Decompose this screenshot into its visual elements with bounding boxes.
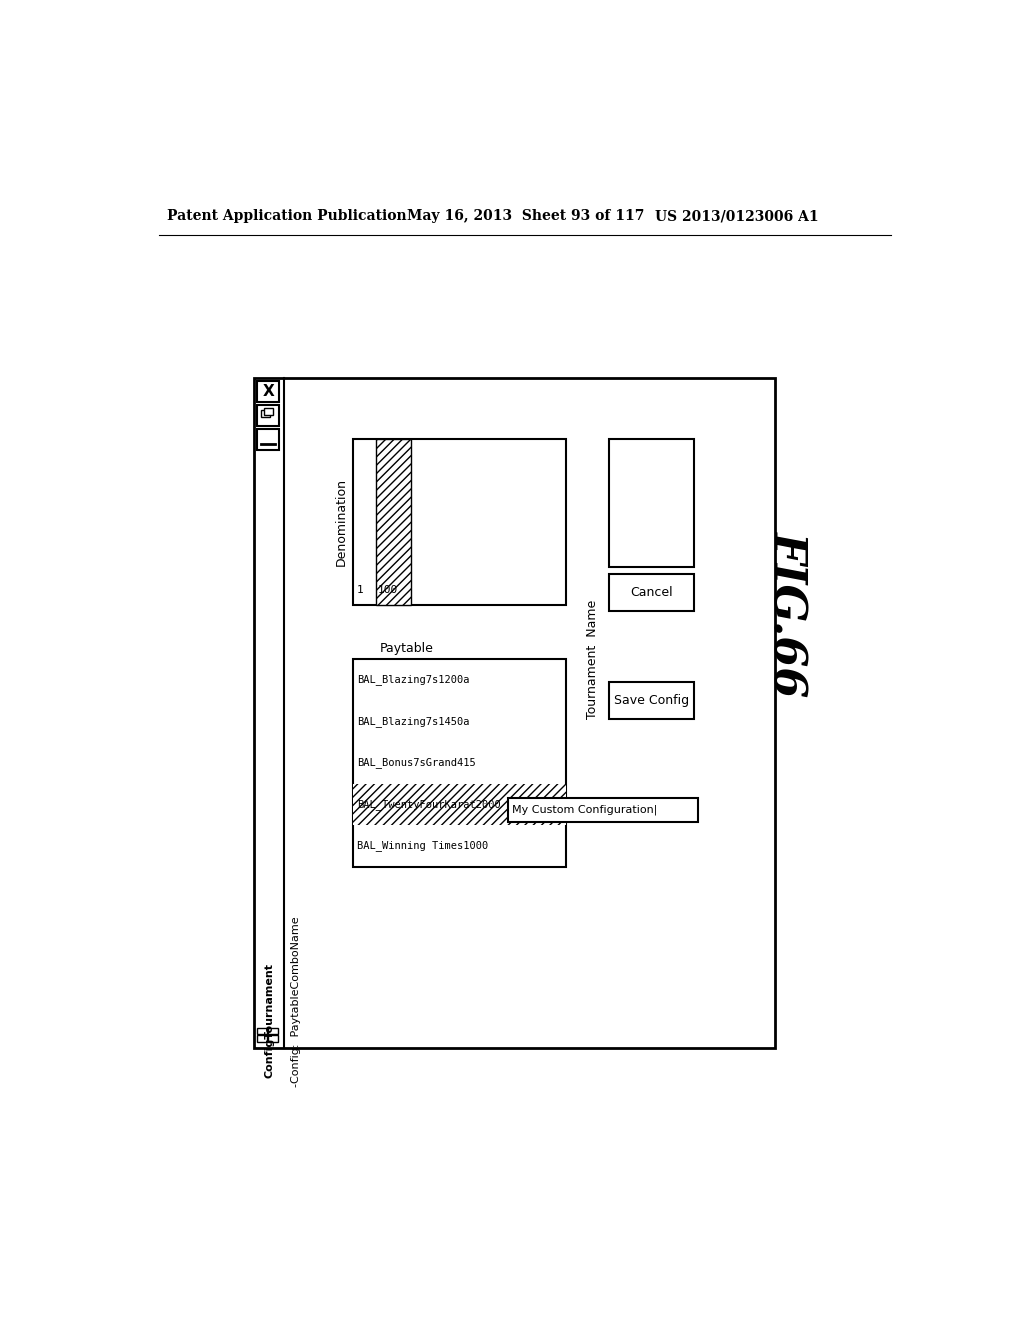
Bar [376, 440, 411, 605]
Text: Cancel: Cancel [630, 586, 673, 599]
Text: BAL_Bonus7sGrand415: BAL_Bonus7sGrand415 [356, 758, 475, 768]
Text: US 2013/0123006 A1: US 2013/0123006 A1 [655, 209, 818, 223]
Bar [508, 797, 697, 822]
Text: BAL_Winning Times1000: BAL_Winning Times1000 [356, 841, 487, 851]
Text: X: X [262, 384, 274, 399]
Text: -Config:  PaytableComboName: -Config: PaytableComboName [291, 916, 301, 1086]
Bar [608, 440, 693, 566]
Bar [352, 784, 566, 825]
Bar [264, 408, 273, 414]
Bar [257, 405, 280, 426]
Bar [268, 1035, 278, 1041]
Text: BAL_Blazing7s1200a: BAL_Blazing7s1200a [356, 675, 469, 685]
Bar [352, 784, 566, 825]
Bar [376, 440, 411, 605]
Text: May 16, 2013  Sheet 93 of 117: May 16, 2013 Sheet 93 of 117 [407, 209, 644, 223]
Bar [268, 1028, 278, 1034]
Text: BAL_Blazing7s1450a: BAL_Blazing7s1450a [356, 715, 469, 727]
Text: My Custom Configuration|: My Custom Configuration| [512, 805, 657, 814]
Bar [352, 440, 566, 605]
Text: Denomination: Denomination [335, 478, 347, 566]
Bar [261, 411, 270, 417]
Text: FIG.66: FIG.66 [765, 529, 808, 696]
Text: 100: 100 [378, 585, 397, 594]
Bar [257, 1028, 266, 1034]
Bar [352, 659, 566, 867]
Bar [608, 682, 693, 719]
Text: BAL_TwentyFourKarat2000: BAL_TwentyFourKarat2000 [356, 799, 501, 810]
Text: Tournament  Name: Tournament Name [587, 599, 599, 718]
Bar [257, 1035, 266, 1041]
Text: Save Config: Save Config [613, 694, 689, 708]
Bar [257, 429, 280, 450]
Bar [257, 381, 280, 403]
Text: Patent Application Publication: Patent Application Publication [167, 209, 407, 223]
Bar [254, 378, 775, 1048]
Bar [608, 574, 693, 611]
Text: Paytable: Paytable [380, 642, 434, 655]
Text: ConfigTournament: ConfigTournament [264, 964, 274, 1078]
Text: 1: 1 [356, 585, 364, 594]
